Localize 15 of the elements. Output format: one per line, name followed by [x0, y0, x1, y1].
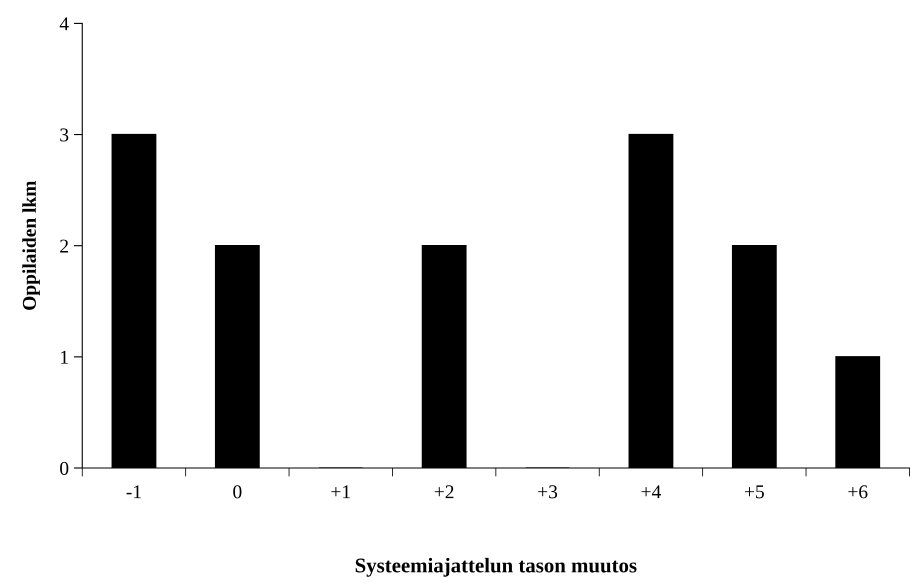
- x-tick-label: +2: [434, 485, 454, 498]
- x-tick-label: -1: [126, 485, 141, 498]
- y-tick-label: 3: [60, 128, 68, 142]
- x-tick-label: +6: [848, 485, 868, 498]
- y-tick-label: 0: [60, 462, 68, 475]
- x-tick-label: +3: [538, 485, 558, 498]
- x-axis-title: Systeemiajattelun tason muutos: [356, 558, 637, 577]
- x-tick-label: 0: [233, 485, 242, 498]
- x-tick-label: +1: [331, 485, 350, 498]
- y-tick-label: 2: [60, 240, 68, 252]
- x-tick-label: +5: [744, 485, 764, 498]
- y-tick-label: 4: [60, 17, 69, 30]
- y-tick-label: 1: [61, 350, 68, 364]
- x-tick-label: +4: [642, 485, 661, 498]
- y-axis-title: Oppilaiden lkm: [22, 180, 40, 310]
